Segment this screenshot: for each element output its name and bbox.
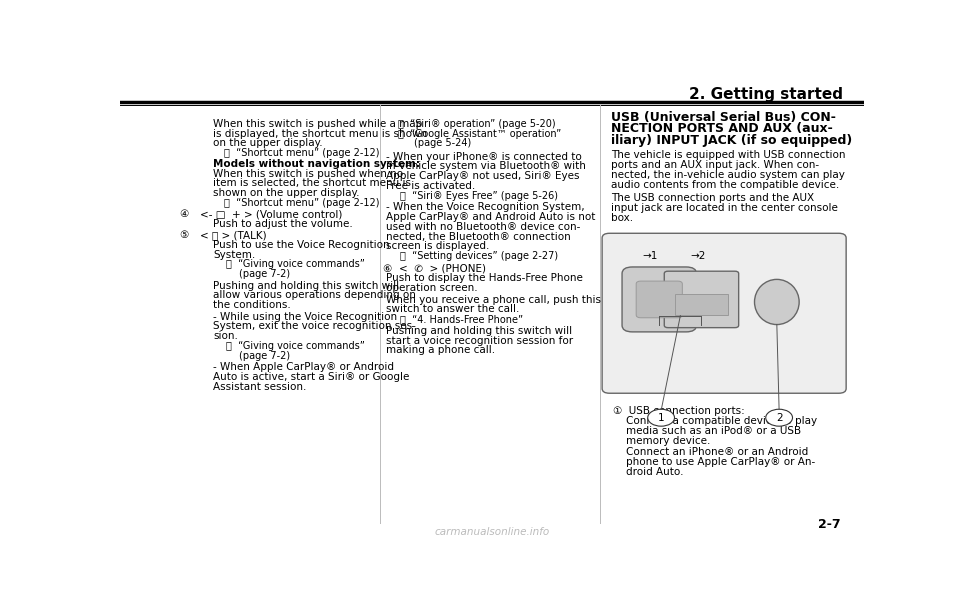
Text: Models without navigation system:: Models without navigation system: (213, 159, 420, 169)
FancyBboxPatch shape (602, 233, 846, 393)
FancyBboxPatch shape (622, 267, 696, 332)
Text: ports and an AUX input jack. When con-: ports and an AUX input jack. When con- (611, 160, 819, 170)
Text: ⓦ  “Giving voice commands”: ⓦ “Giving voice commands” (227, 259, 365, 269)
Text: carmanualsonline.info: carmanualsonline.info (434, 527, 550, 537)
Text: →2: →2 (690, 251, 706, 261)
Text: nected, the Bluetooth® connection: nected, the Bluetooth® connection (386, 232, 571, 241)
Text: <- □  + > (Volume control): <- □ + > (Volume control) (201, 210, 343, 219)
FancyBboxPatch shape (664, 271, 738, 327)
Text: ⓦ  “Siri® Eyes Free” (page 5-26): ⓦ “Siri® Eyes Free” (page 5-26) (399, 191, 558, 200)
Text: ⓦ  “Google Assistant™ operation”: ⓦ “Google Assistant™ operation” (397, 128, 561, 139)
Text: ⓦ  “Siri® operation” (page 5-20): ⓦ “Siri® operation” (page 5-20) (397, 119, 555, 129)
Text: 1: 1 (658, 412, 664, 423)
Text: Pushing and holding this switch will: Pushing and holding this switch will (213, 280, 399, 290)
Text: audio contents from the compatible device.: audio contents from the compatible devic… (611, 180, 839, 190)
Text: Push to use the Voice Recognition: Push to use the Voice Recognition (213, 240, 390, 250)
Text: nected, the in-vehicle audio system can play: nected, the in-vehicle audio system can … (611, 170, 845, 180)
Text: ④: ④ (180, 210, 189, 219)
Text: ⓦ  “4. Hands-Free Phone”: ⓦ “4. Hands-Free Phone” (399, 315, 523, 324)
Text: phone to use Apple CarPlay® or An-: phone to use Apple CarPlay® or An- (626, 457, 815, 467)
Text: System.: System. (213, 250, 255, 260)
Text: the conditions.: the conditions. (213, 300, 291, 310)
Text: memory device.: memory device. (626, 436, 710, 446)
Text: on the upper display.: on the upper display. (213, 139, 323, 148)
Text: Assistant session.: Assistant session. (213, 382, 306, 392)
Text: < ツ > (TALK): < ツ > (TALK) (201, 230, 267, 240)
Text: droid Auto.: droid Auto. (626, 467, 684, 477)
Text: (page 7-2): (page 7-2) (239, 269, 290, 279)
Text: start a voice recognition session for: start a voice recognition session for (386, 335, 573, 346)
Text: iliary) INPUT JACK (if so equipped): iliary) INPUT JACK (if so equipped) (611, 134, 852, 147)
Text: operation screen.: operation screen. (386, 284, 478, 293)
Text: Apple CarPlay® not used, Siri® Eyes: Apple CarPlay® not used, Siri® Eyes (386, 171, 580, 181)
Text: 2-7: 2-7 (818, 519, 840, 532)
Text: (page 5-24): (page 5-24) (414, 139, 471, 148)
Text: 2. Getting started: 2. Getting started (689, 87, 843, 101)
Text: in-vehicle system via Bluetooth® with: in-vehicle system via Bluetooth® with (386, 161, 587, 172)
Text: ⑤: ⑤ (180, 230, 189, 240)
Text: item is selected, the shortcut menu is: item is selected, the shortcut menu is (213, 178, 411, 188)
Text: ⓦ  “Giving voice commands”: ⓦ “Giving voice commands” (227, 341, 365, 351)
Text: Auto is active, start a Siri® or Google: Auto is active, start a Siri® or Google (213, 371, 409, 382)
Text: sion.: sion. (213, 331, 238, 342)
Text: - When your iPhone® is connected to: - When your iPhone® is connected to (386, 152, 582, 161)
FancyBboxPatch shape (636, 281, 683, 318)
Text: The USB connection ports and the AUX: The USB connection ports and the AUX (611, 193, 814, 203)
Text: Push to adjust the volume.: Push to adjust the volume. (213, 219, 352, 229)
Text: Connect a compatible device to play: Connect a compatible device to play (626, 416, 817, 426)
Text: When this switch is pushed when no: When this switch is pushed when no (213, 169, 403, 178)
Text: ⑥: ⑥ (382, 263, 391, 274)
Text: box.: box. (611, 213, 634, 223)
Text: ⓦ  “Shortcut menu” (page 2-12): ⓦ “Shortcut menu” (page 2-12) (225, 198, 379, 208)
Text: ①  USB connection ports:: ① USB connection ports: (612, 406, 744, 416)
Text: The vehicle is equipped with USB connection: The vehicle is equipped with USB connect… (611, 150, 846, 160)
Text: Push to display the Hands-Free Phone: Push to display the Hands-Free Phone (386, 274, 584, 284)
Text: - When the Voice Recognition System,: - When the Voice Recognition System, (386, 202, 585, 212)
Text: screen is displayed.: screen is displayed. (386, 241, 490, 252)
Circle shape (648, 409, 675, 426)
Text: Pushing and holding this switch will: Pushing and holding this switch will (386, 326, 572, 335)
Text: media such as an iPod® or a USB: media such as an iPod® or a USB (626, 426, 801, 436)
Text: When this switch is pushed while a map: When this switch is pushed while a map (213, 119, 422, 129)
Text: allow various operations depending on: allow various operations depending on (213, 290, 416, 301)
Text: ⓦ  “Setting devices” (page 2-27): ⓦ “Setting devices” (page 2-27) (399, 251, 558, 261)
Text: (page 7-2): (page 7-2) (239, 351, 290, 360)
Text: - When Apple CarPlay® or Android: - When Apple CarPlay® or Android (213, 362, 394, 372)
FancyBboxPatch shape (676, 295, 728, 315)
Text: shown on the upper display.: shown on the upper display. (213, 188, 359, 199)
Text: 2: 2 (776, 412, 782, 423)
Text: ⓦ  “Shortcut menu” (page 2-12): ⓦ “Shortcut menu” (page 2-12) (225, 148, 379, 158)
Text: When you receive a phone call, push this: When you receive a phone call, push this (386, 295, 601, 305)
Ellipse shape (755, 279, 799, 324)
Text: is displayed, the shortcut menu is shown: is displayed, the shortcut menu is shown (213, 128, 427, 139)
Text: used with no Bluetooth® device con-: used with no Bluetooth® device con- (386, 222, 581, 232)
Text: making a phone call.: making a phone call. (386, 345, 495, 356)
Circle shape (766, 409, 793, 426)
Text: input jack are located in the center console: input jack are located in the center con… (611, 203, 838, 213)
Text: - While using the Voice Recognition: - While using the Voice Recognition (213, 312, 397, 321)
Text: →1: →1 (642, 251, 658, 261)
Text: <  ✆  > (PHONE): < ✆ > (PHONE) (399, 263, 486, 274)
Text: Free is activated.: Free is activated. (386, 181, 475, 191)
Text: Connect an iPhone® or an Android: Connect an iPhone® or an Android (626, 447, 808, 457)
Text: Apple CarPlay® and Android Auto is not: Apple CarPlay® and Android Auto is not (386, 212, 596, 222)
Text: System, exit the voice recognition ses-: System, exit the voice recognition ses- (213, 321, 416, 331)
Text: switch to answer the call.: switch to answer the call. (386, 304, 519, 315)
Text: USB (Universal Serial Bus) CON-: USB (Universal Serial Bus) CON- (611, 111, 836, 123)
Text: NECTION PORTS AND AUX (aux-: NECTION PORTS AND AUX (aux- (611, 122, 832, 135)
